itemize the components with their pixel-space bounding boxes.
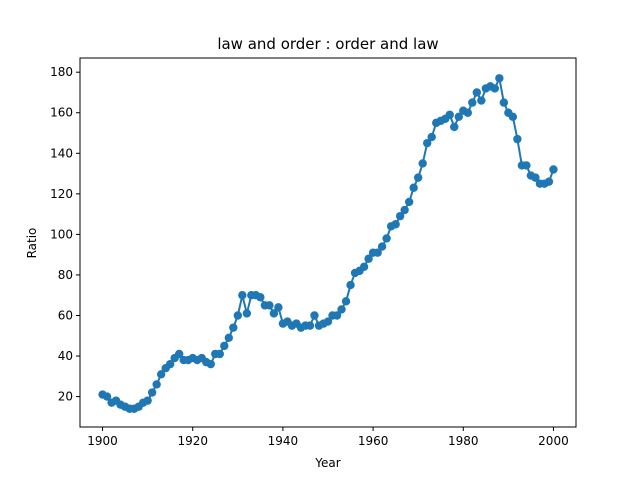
data-point <box>269 309 279 318</box>
y-axis: 20 40 60 80 100 120 140 160 180 <box>50 65 80 404</box>
data-point <box>450 122 459 132</box>
data-point <box>468 98 477 107</box>
data-point <box>156 370 166 379</box>
data-point <box>513 134 522 144</box>
data-point <box>220 341 229 351</box>
data-point <box>373 248 382 257</box>
data-point <box>490 84 500 93</box>
x-tick-label: 2000 <box>538 434 569 448</box>
x-tick-label: 1960 <box>358 434 389 448</box>
x-axis: 1900 1920 1940 1960 1980 2000 <box>87 427 569 448</box>
y-tick-label: 60 <box>58 308 73 322</box>
data-point <box>341 297 351 306</box>
x-tick-label: 1920 <box>177 434 208 448</box>
data-point <box>418 159 427 168</box>
x-tick-label: 1940 <box>268 434 299 448</box>
y-tick-label: 140 <box>50 146 73 160</box>
y-tick-label: 160 <box>50 106 73 120</box>
y-tick-label: 120 <box>50 187 73 201</box>
data-point <box>310 311 319 320</box>
data-point <box>427 132 436 142</box>
y-tick-label: 100 <box>50 227 73 241</box>
data-point <box>147 388 157 397</box>
data-point <box>404 197 414 207</box>
data-point <box>215 349 224 359</box>
y-tick-label: 180 <box>50 65 73 79</box>
data-point <box>544 177 554 186</box>
data-point <box>391 220 400 229</box>
series-line <box>102 77 555 410</box>
data-point <box>499 98 509 107</box>
data-point <box>531 173 540 182</box>
data-point <box>305 321 315 330</box>
data-point <box>265 301 274 310</box>
data-point <box>549 165 558 174</box>
data-point <box>242 309 252 318</box>
data-point <box>382 234 391 243</box>
plot-area <box>98 74 558 413</box>
data-point <box>152 380 161 389</box>
data-point <box>413 173 423 182</box>
axes-frame <box>79 57 577 428</box>
data-point <box>224 333 233 342</box>
y-tick-label: 80 <box>58 268 73 282</box>
data-point <box>522 161 531 170</box>
x-tick-label: 1980 <box>448 434 479 448</box>
data-point <box>364 254 373 263</box>
data-point <box>323 317 333 326</box>
y-axis-label: Ratio <box>25 228 39 259</box>
data-point <box>508 112 518 122</box>
data-point <box>337 305 346 314</box>
data-point <box>463 108 472 117</box>
data-point <box>165 359 175 369</box>
x-axis-label: Year <box>314 456 340 470</box>
y-tick-label: 20 <box>58 390 73 404</box>
data-point <box>238 291 247 300</box>
data-point <box>454 112 463 122</box>
data-point <box>143 396 152 405</box>
data-point <box>409 183 418 192</box>
data-point <box>359 262 369 272</box>
data-point <box>346 280 355 290</box>
data-point <box>233 311 243 320</box>
data-point <box>472 88 481 97</box>
data-point <box>206 359 215 369</box>
data-point <box>395 211 405 221</box>
data-point <box>477 96 486 105</box>
data-point <box>229 323 238 332</box>
data-point <box>175 349 184 359</box>
x-tick-label: 1900 <box>87 434 118 448</box>
chart-title: law and order : order and law <box>217 35 438 53</box>
data-point <box>423 138 432 148</box>
data-point <box>102 392 112 401</box>
data-point <box>400 205 409 215</box>
data-point <box>495 74 504 83</box>
data-point <box>445 110 454 119</box>
data-point <box>332 311 342 320</box>
data-point <box>377 242 387 251</box>
data-point <box>274 303 283 312</box>
data-point <box>256 293 265 302</box>
y-tick-label: 40 <box>58 349 73 363</box>
